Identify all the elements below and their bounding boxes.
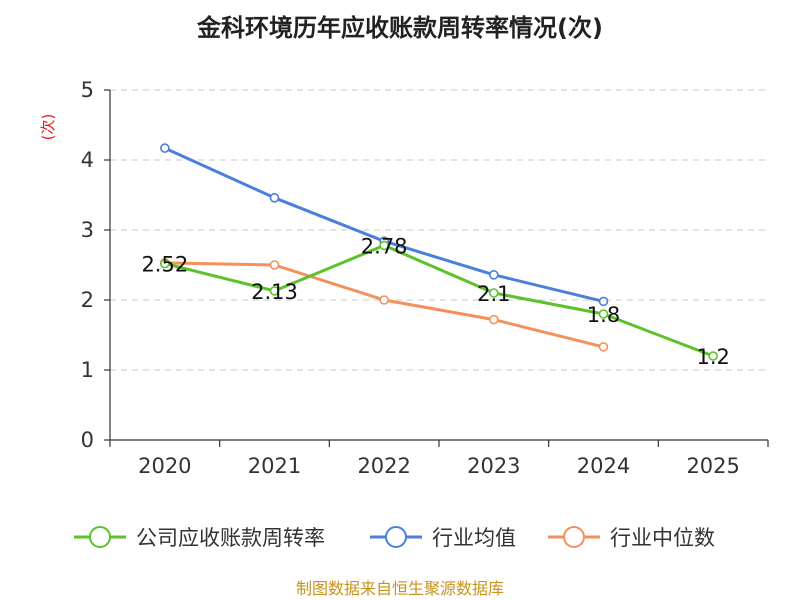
data-point <box>269 193 280 203</box>
data-label: 2.1 <box>477 282 510 306</box>
legend-marker <box>89 526 111 548</box>
x-tick-label: 2025 <box>686 454 739 478</box>
grid <box>110 89 768 371</box>
series-line <box>164 146 604 303</box>
data-label: 2.52 <box>141 253 188 277</box>
legend-item[interactable]: 行业中位数 <box>548 526 715 550</box>
data-label: 1.8 <box>587 303 620 327</box>
chart-title: 金科环境历年应收账款周转率情况(次) <box>196 14 603 42</box>
x-tick-label: 2022 <box>357 454 410 478</box>
series-1 <box>160 143 609 307</box>
legend-marker <box>385 526 407 548</box>
legend-item[interactable]: 行业均值 <box>370 526 516 550</box>
series-line <box>164 243 714 358</box>
series-line <box>164 261 604 349</box>
data-point <box>269 286 280 296</box>
data-point <box>160 258 170 269</box>
x-tick-label: 2023 <box>467 454 520 478</box>
data-point <box>489 269 499 280</box>
data-point <box>598 342 609 352</box>
legend-marker <box>563 526 585 548</box>
source-note: 制图数据来自恒生聚源数据库 <box>296 579 504 598</box>
data-point <box>708 351 718 361</box>
y-tick-label: 0 <box>81 428 94 452</box>
x-tick-label: 2021 <box>248 454 301 478</box>
data-point <box>160 143 170 153</box>
legend-label: 行业均值 <box>432 526 516 550</box>
data-point <box>489 314 499 325</box>
y-axis-label: (次) <box>39 114 57 141</box>
y-tick-label: 3 <box>81 218 94 242</box>
x-tick-label: 2024 <box>577 454 630 478</box>
data-point <box>598 309 609 319</box>
y-tick-label: 1 <box>81 358 94 382</box>
legend-label: 行业中位数 <box>610 526 715 550</box>
data-point <box>489 288 499 298</box>
data-point <box>379 240 389 251</box>
legend-item[interactable]: 公司应收账款周转率 <box>74 526 325 550</box>
legend: 公司应收账款周转率 行业均值 行业中位数 <box>74 526 715 550</box>
y-tick-label: 5 <box>81 78 94 102</box>
data-label: 1.2 <box>696 345 729 369</box>
data-label: 2.78 <box>361 234 408 258</box>
data-point <box>269 260 280 270</box>
data-label: 2.13 <box>251 280 298 304</box>
axes: 0 1 2 3 4 5 2020 2021 2022 2023 2024 2025 <box>81 78 769 478</box>
series-0 <box>160 240 718 361</box>
y-tick-label: 4 <box>81 148 94 172</box>
series <box>160 143 718 361</box>
legend-label: 公司应收账款周转率 <box>136 526 325 550</box>
data-labels: 2.52 2.13 2.78 2.1 1.8 1.2 <box>141 234 729 369</box>
x-tick-label: 2020 <box>138 454 191 478</box>
y-tick-label: 2 <box>81 288 94 312</box>
series-2 <box>160 258 609 352</box>
data-point <box>379 295 389 305</box>
data-point <box>598 296 609 307</box>
